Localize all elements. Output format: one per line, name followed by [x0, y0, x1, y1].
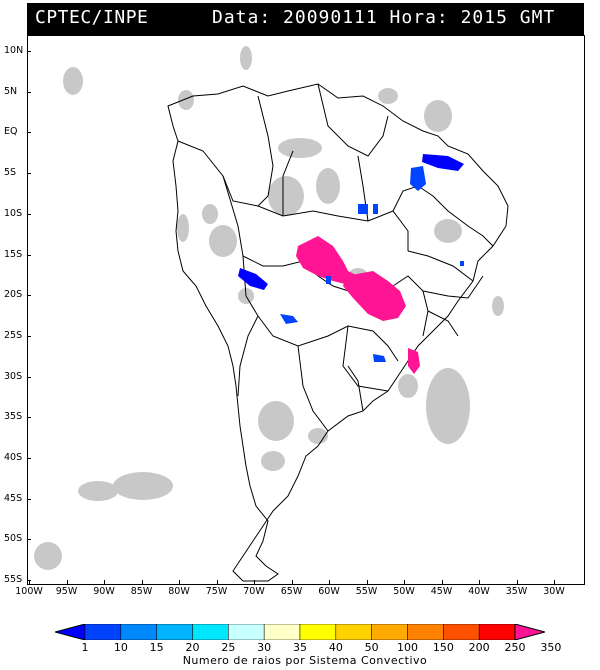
lightning-clusters [238, 154, 464, 374]
cloud-cover [34, 46, 504, 570]
longitude-label: 80W [168, 586, 190, 597]
scale-tick-label: 10 [113, 641, 128, 654]
scale-tick-label: 40 [328, 641, 343, 654]
latitude-tick [27, 254, 31, 256]
latitude-tick [27, 376, 31, 378]
scale-segment [371, 623, 408, 641]
latitude-tick [27, 335, 31, 337]
latitude-label: 35S [4, 411, 23, 423]
latitude-label: 50S [4, 533, 23, 545]
scale-tick-label: 200 [468, 641, 490, 654]
longitude-tick [291, 580, 293, 584]
color-scale-caption: Numero de raios por Sistema Convectivo [182, 654, 428, 667]
longitude-tick [141, 580, 143, 584]
longitude-label: 90W [93, 586, 115, 597]
scale-segment [478, 623, 516, 641]
latitude-tick [27, 458, 31, 459]
scale-segment [335, 623, 372, 641]
longitude-tick [516, 580, 518, 584]
latitude-tick [27, 295, 31, 297]
longitude-tick [216, 580, 218, 584]
scale-segment [156, 623, 193, 641]
color-scale-bar [53, 623, 547, 641]
latitude-label: 5N [4, 85, 18, 97]
color-scale: 1 10 15 20 25 30 35 40 50 100 150 200 250 350 Numero … [53, 623, 561, 670]
longitude-label: 40W [468, 586, 490, 597]
longitude-tick [479, 580, 480, 584]
latitude-label: 55S [4, 574, 23, 586]
scale-tick-label: 350 [540, 641, 562, 654]
scale-tick-label: 30 [257, 641, 272, 654]
longitude-tick [66, 580, 68, 584]
scale-tick-label: 1 [81, 641, 89, 654]
map-frame [27, 35, 585, 585]
scale-tick-label: 100 [397, 641, 418, 654]
scale-segment [228, 623, 265, 641]
longitude-label: 60W [318, 586, 340, 597]
longitude-tick [29, 580, 30, 584]
latitude-label: 25S [4, 329, 23, 341]
scale-tick-label: 250 [504, 641, 526, 654]
longitude-tick [441, 580, 443, 584]
scale-tick-label: 25 [221, 641, 236, 654]
scale-segment [299, 623, 337, 641]
latitude-label: 5S [4, 167, 17, 179]
scale-tick-label: 20 [185, 641, 200, 654]
longitude-label: 55W [355, 586, 378, 597]
latitude-tick [27, 132, 31, 134]
latitude-tick [27, 213, 31, 215]
latitude-label: 15S [4, 248, 23, 260]
latitude-label: EQ [4, 126, 18, 138]
scale-tick-label: 35 [293, 641, 307, 654]
longitude-tick [104, 580, 105, 584]
longitude-label: 95W [55, 586, 78, 597]
longitude-label: 85W [130, 586, 153, 597]
latitude-tick [27, 51, 31, 52]
latitude-label: 30S [4, 370, 23, 382]
scale-tick-label: 150 [432, 641, 454, 654]
latitude-label: 10S [4, 207, 23, 219]
latitude-tick [27, 173, 31, 175]
date-time-label: Data: 20090111 Hora: 2015 GMT [212, 7, 556, 28]
longitude-tick [329, 580, 330, 584]
scale-segment [407, 623, 444, 641]
latitude-label: 20S [4, 289, 23, 301]
longitude-label: 30W [543, 586, 565, 597]
scale-segment [263, 623, 301, 641]
longitude-tick [554, 580, 555, 584]
longitude-tick [254, 580, 255, 584]
latitude-tick [27, 539, 31, 541]
map-canvas [34, 46, 509, 582]
latitude-tick [27, 498, 31, 500]
coastline-and-borders [167, 83, 509, 582]
longitude-label: 50W [393, 586, 415, 597]
longitude-tick [366, 580, 368, 584]
scale-segment [192, 623, 229, 641]
latitude-tick [27, 91, 31, 93]
longitude-label: 70W [243, 586, 265, 597]
longitude-label: 45W [430, 586, 453, 597]
header-bar: CPTEC/INPE Data: 20090111 Hora: 2015 GMT [27, 3, 584, 35]
scale-tick-label: 50 [364, 641, 379, 654]
latitude-tick [27, 417, 31, 419]
longitude-label: 100W [15, 586, 43, 597]
scale-segment [443, 623, 480, 641]
longitude-label: 65W [280, 586, 303, 597]
scale-segment [84, 623, 122, 641]
scale-arrow-right [514, 623, 547, 641]
scale-tick-label: 15 [149, 641, 164, 654]
source-label: CPTEC/INPE [35, 7, 149, 28]
longitude-label: 75W [205, 586, 228, 597]
longitude-label: 35W [505, 586, 528, 597]
longitude-tick [404, 580, 405, 584]
scale-segment [120, 623, 157, 641]
scale-arrow-left [53, 623, 86, 641]
latitude-label: 40S [4, 452, 23, 463]
latitude-label: 10N [4, 45, 24, 56]
longitude-tick [179, 580, 180, 584]
latitude-label: 45S [4, 492, 23, 504]
